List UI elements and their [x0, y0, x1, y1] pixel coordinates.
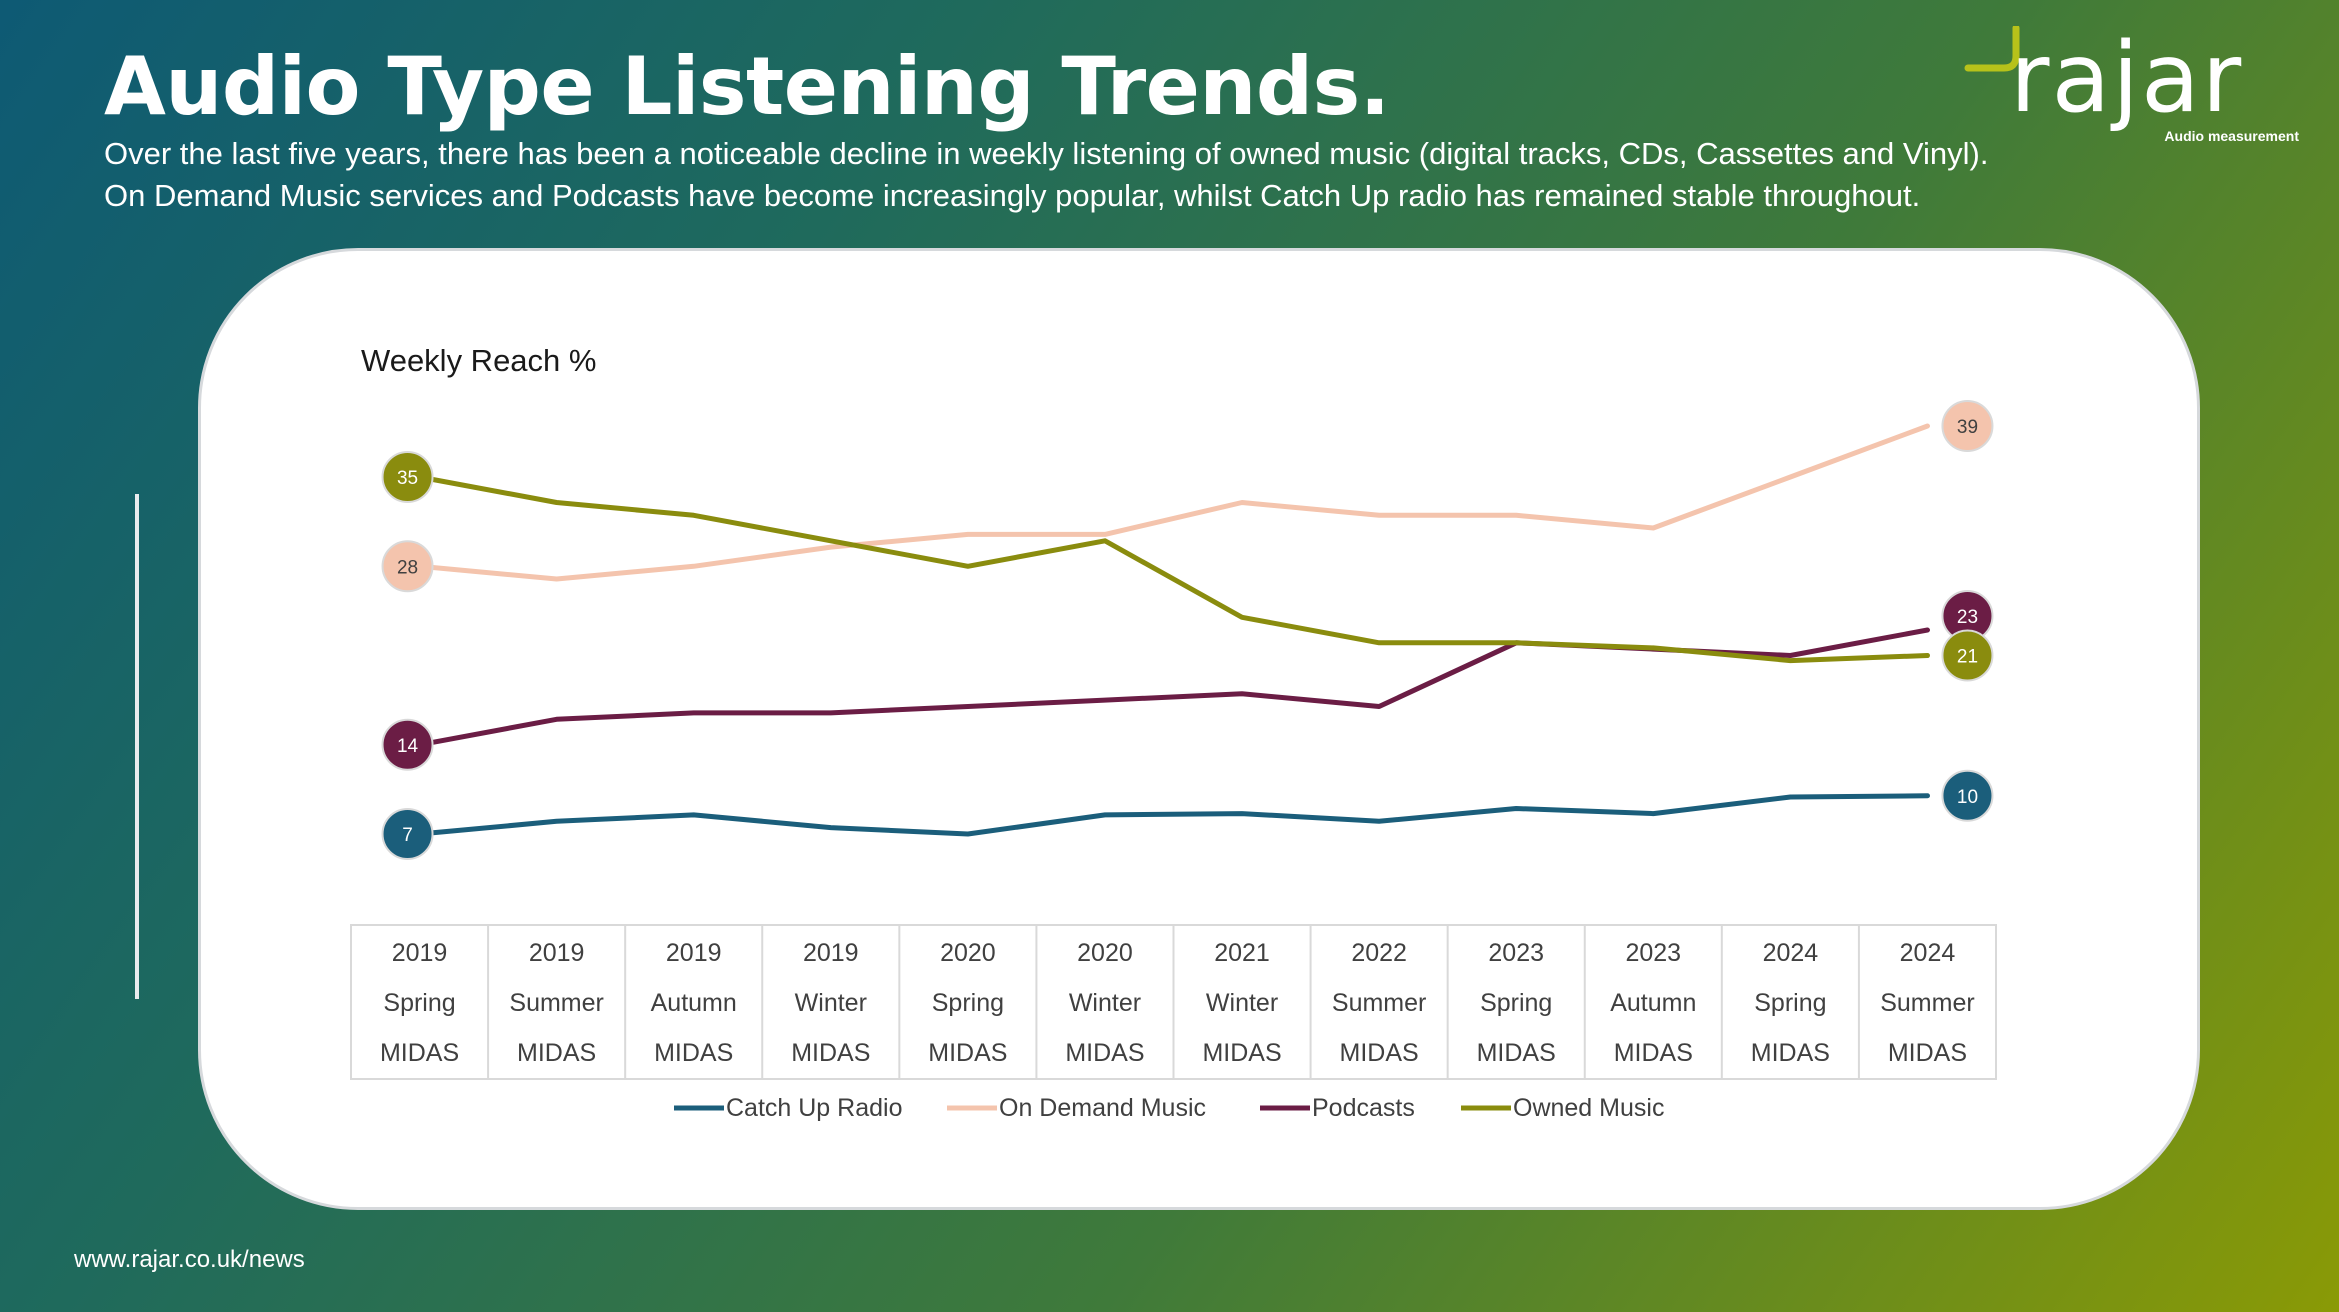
series-lines	[417, 423, 1930, 837]
chart-legend: Catch Up Radio On Demand Music Podcasts Own…	[674, 1094, 1664, 1122]
data-label: 14	[397, 736, 419, 757]
data-label-circle	[381, 718, 434, 771]
x-tick-label: Autumn	[651, 989, 737, 1017]
x-tick-label: Winter	[795, 989, 867, 1017]
x-tick-label: 2020	[1077, 939, 1133, 967]
x-tick-label: Spring	[1480, 989, 1552, 1017]
category-axis-table: 2019 Spring MIDAS 2019 Summer MIDAS 2019 Autumn…	[350, 924, 1997, 1080]
x-tick-label: Autumn	[1610, 989, 1696, 1017]
x-tick-label: 2024	[1900, 939, 1956, 967]
subtitle-line-1: Over the last five years, there has been…	[104, 136, 1989, 171]
x-tick-label: MIDAS	[1340, 1039, 1419, 1067]
decorative-divider	[135, 494, 139, 999]
x-tick-label: MIDAS	[654, 1039, 733, 1067]
x-tick-label: 2023	[1625, 939, 1681, 967]
logo-bracket-icon	[1964, 26, 2020, 72]
data-label-bubble: 35	[381, 451, 434, 503]
x-tick-label: Spring	[932, 989, 1004, 1017]
x-tick-label: 2024	[1763, 939, 1819, 967]
x-tick-label: MIDAS	[1065, 1039, 1144, 1067]
data-label-circle	[1941, 769, 1994, 822]
data-label-bubble: 14	[381, 718, 434, 771]
x-tick-label: 2019	[529, 939, 585, 967]
page-subtitle: Over the last five years, there has been…	[104, 133, 2054, 217]
data-label: 35	[397, 468, 418, 489]
logo-tagline: Audio measurement	[2164, 128, 2299, 144]
x-tick-label: 2019	[803, 939, 859, 967]
page-title: Audio Type Listening Trends.	[104, 40, 1390, 133]
x-tick-label: 2022	[1351, 939, 1407, 967]
data-labels: 7 10 28 39 14 23 35 21	[381, 400, 1994, 860]
series-line-owned-music	[417, 474, 1930, 664]
x-tick-label: 2019	[392, 939, 448, 967]
subtitle-line-2: On Demand Music services and Podcasts ha…	[104, 178, 1921, 213]
chart-card: Weekly Reach % 2019 Spring MIDAS 2019 Summer…	[198, 248, 2200, 1210]
data-label: 21	[1957, 647, 1978, 668]
x-tick-label: Spring	[1754, 989, 1826, 1017]
x-tick-label: 2020	[940, 939, 996, 967]
x-tick-label: Spring	[383, 989, 455, 1017]
legend-label: Owned Music	[1513, 1094, 1664, 1122]
data-label-circle	[1941, 629, 1994, 682]
data-label-circle	[381, 540, 434, 593]
data-label: 39	[1957, 417, 1978, 438]
data-label: 7	[402, 825, 413, 846]
legend-item: On Demand Music	[947, 1094, 1206, 1122]
x-tick-label: MIDAS	[1202, 1039, 1281, 1067]
legend-label: Catch Up Radio	[726, 1094, 902, 1122]
data-label-bubble: 7	[381, 808, 434, 860]
data-label-circle	[381, 451, 434, 503]
x-tick-label: MIDAS	[517, 1039, 596, 1067]
x-tick-label: MIDAS	[1751, 1039, 1830, 1067]
footer-url[interactable]: www.rajar.co.uk/news	[74, 1246, 305, 1273]
data-label-bubble: 28	[381, 540, 434, 593]
legend-item: Catch Up Radio	[674, 1094, 902, 1122]
legend-item: Owned Music	[1461, 1094, 1664, 1122]
data-label-circle	[381, 808, 434, 860]
weekly-reach-chart: Weekly Reach % 2019 Spring MIDAS 2019 Summer…	[350, 343, 1997, 1122]
x-tick-label: 2021	[1214, 939, 1270, 967]
x-tick-label: MIDAS	[791, 1039, 870, 1067]
x-tick-label: Summer	[509, 989, 603, 1017]
x-tick-label: MIDAS	[1888, 1039, 1967, 1067]
x-tick-label: MIDAS	[380, 1039, 459, 1067]
legend-item: Podcasts	[1260, 1094, 1415, 1122]
x-tick-label: 2019	[666, 939, 722, 967]
data-label-bubble: 21	[1941, 629, 1994, 682]
data-label: 23	[1957, 607, 1978, 628]
x-tick-label: MIDAS	[1614, 1039, 1693, 1067]
x-tick-label: MIDAS	[1477, 1039, 1556, 1067]
x-tick-label: Summer	[1332, 989, 1426, 1017]
rajar-logo: rajar Audio measurement	[1960, 22, 2305, 151]
series-line-podcasts	[417, 627, 1930, 748]
chart-title: Weekly Reach %	[361, 343, 596, 378]
x-tick-label: 2023	[1488, 939, 1544, 967]
legend-label: On Demand Music	[999, 1094, 1206, 1122]
data-label: 10	[1957, 787, 1978, 808]
x-tick-label: Summer	[1880, 989, 1974, 1017]
x-tick-label: Winter	[1206, 989, 1278, 1017]
series-line-on-demand-music	[417, 423, 1930, 582]
x-tick-label: Winter	[1069, 989, 1141, 1017]
data-label: 28	[397, 557, 418, 578]
legend-label: Podcasts	[1312, 1094, 1415, 1122]
x-tick-label: MIDAS	[928, 1039, 1007, 1067]
data-label-bubble: 10	[1941, 769, 1994, 822]
series-line-catch-up-radio	[417, 793, 1930, 837]
data-label-circle	[1941, 400, 1994, 452]
data-label-bubble: 39	[1941, 400, 1994, 452]
logo-wordmark: rajar	[2010, 22, 2244, 134]
